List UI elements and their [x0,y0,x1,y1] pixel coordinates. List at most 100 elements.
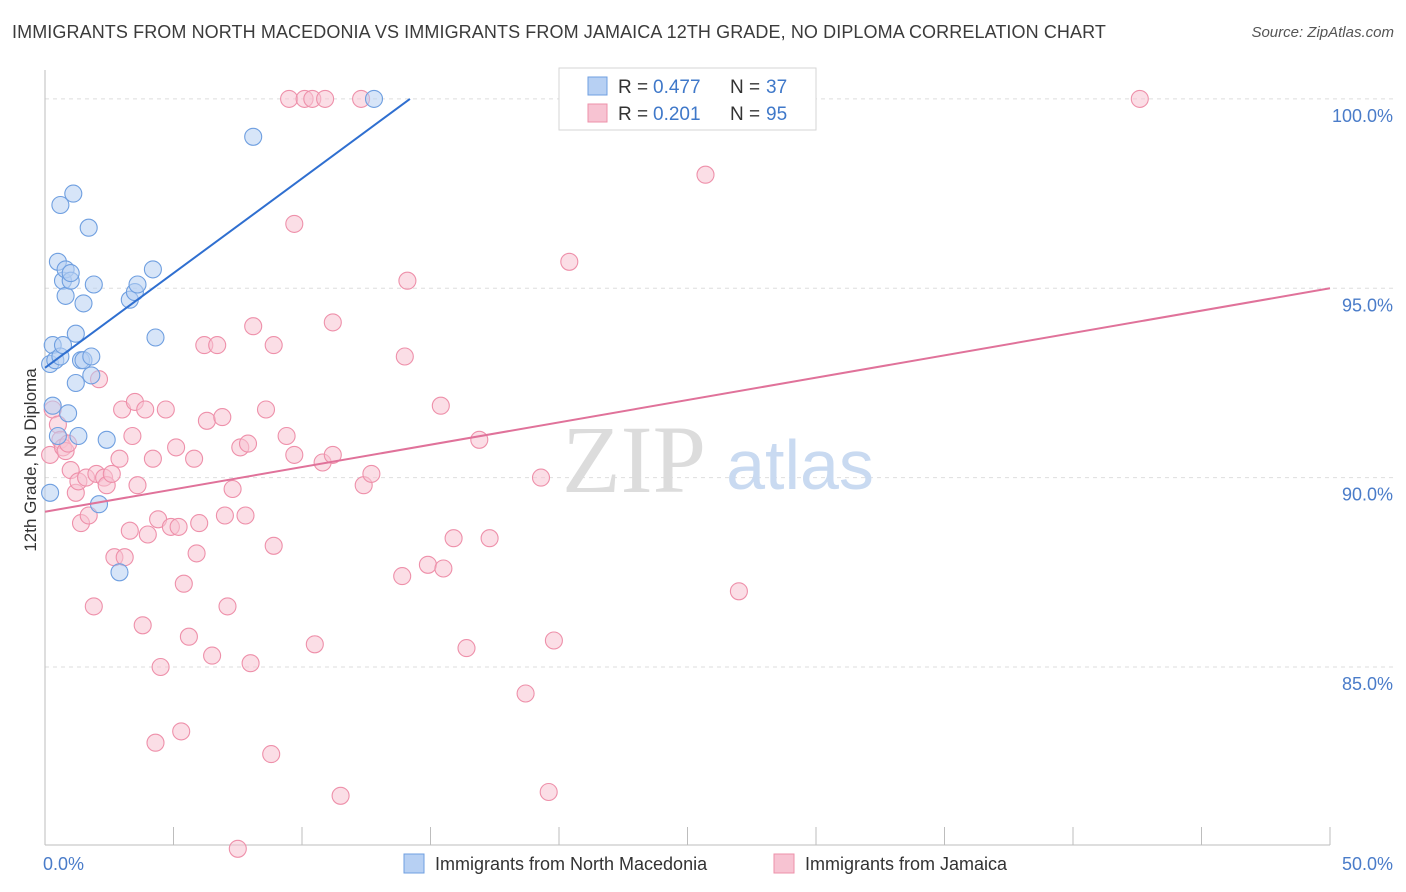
bottom-legend: Immigrants from North Macedonia Immigrant… [403,853,1008,874]
point-jamaica [228,839,247,858]
legend-r-value: 0.477 [653,77,701,98]
point-jamaica [256,400,276,419]
point-north-macedonia [79,218,98,237]
point-jamaica [146,733,165,752]
trend-lines [44,98,1331,513]
point-north-macedonia [82,366,101,385]
point-jamaica [185,449,204,468]
x-tick-label-min: 0.0% [43,854,84,874]
point-jamaica [539,782,558,802]
legend-swatch [587,76,608,96]
legend-swatch [587,103,608,123]
point-north-macedonia [66,324,85,343]
point-north-macedonia [64,184,83,203]
legend-r-value: 0.201 [653,104,701,125]
point-jamaica [431,396,450,415]
point-jamaica [123,426,142,446]
point-north-macedonia [110,563,129,582]
x-tick-label-max: 50.0% [1342,854,1393,874]
point-north-macedonia [43,396,62,415]
bottom-legend-label: Immigrants from Jamaica [805,854,1008,874]
legend-n-label: N = [730,77,760,98]
point-jamaica [218,597,237,616]
point-north-macedonia [364,89,384,108]
point-jamaica [531,468,551,487]
point-jamaica [457,639,476,658]
point-jamaica [285,214,304,233]
point-jamaica [241,654,260,673]
point-north-macedonia [97,430,116,449]
point-jamaica [213,408,232,427]
point-jamaica [133,616,152,635]
point-jamaica [136,400,155,419]
point-jamaica [151,657,170,677]
point-jamaica [187,544,206,563]
point-jamaica [169,517,188,536]
legend-n-value: 95 [766,104,787,125]
point-jamaica [280,89,299,108]
legend: R = 0.477 N = 37 R = 0.201 N = 95 [558,67,817,131]
point-jamaica [285,445,304,464]
point-jamaica [174,574,193,593]
point-jamaica [203,646,222,665]
point-jamaica [277,426,296,446]
point-jamaica [143,449,162,468]
legend-r-label: R = [618,104,648,125]
gridlines [45,98,1395,668]
point-north-macedonia [56,286,75,305]
watermark-atlas: atlas [726,426,874,504]
point-north-macedonia [143,260,162,279]
point-jamaica [395,347,414,366]
y-tick-labels: 100.0% 95.0% 90.0% 85.0% [1332,106,1393,694]
point-jamaica [115,548,134,567]
bottom-legend-label: Immigrants from North Macedonia [435,854,708,874]
point-north-macedonia [146,328,165,347]
point-jamaica [84,597,103,616]
point-jamaica [223,479,242,499]
point-jamaica [331,786,350,805]
point-jamaica [179,627,198,646]
point-jamaica [516,684,535,703]
x-tick-labels: 0.0% 50.0% [43,854,1393,874]
point-jamaica [305,635,324,654]
chart-title: IMMIGRANTS FROM NORTH MACEDONIA VS IMMIG… [12,22,1107,42]
point-jamaica [418,555,437,574]
point-jamaica [262,745,281,764]
point-north-macedonia [69,426,88,446]
point-jamaica [120,521,139,540]
data-points [41,89,1149,858]
trend-line-jamaica [44,287,1331,513]
point-north-macedonia [244,127,263,146]
point-jamaica [398,271,417,290]
legend-n-label: N = [730,104,760,125]
point-jamaica [190,514,209,533]
point-jamaica [434,559,453,578]
point-jamaica [696,165,715,184]
y-axis-title: 12th Grade, No Diploma [21,368,40,552]
point-jamaica [102,464,121,483]
point-jamaica [215,506,234,525]
point-jamaica [470,430,489,449]
point-north-macedonia [128,275,147,294]
point-jamaica [244,317,263,336]
point-jamaica [323,445,342,464]
point-north-macedonia [74,294,93,313]
point-jamaica [560,252,579,271]
point-jamaica [236,506,255,525]
watermark-zip: ZIP [562,406,706,513]
legend-n-value: 37 [766,77,787,98]
point-jamaica [316,89,335,108]
source-label: Source: ZipAtlas.com [1251,24,1394,41]
point-north-macedonia [61,264,80,283]
point-north-macedonia [59,404,78,423]
point-north-macedonia [82,347,101,366]
point-jamaica [128,476,147,495]
point-jamaica [393,567,412,586]
point-north-macedonia [84,275,103,294]
y-tick-label: 85.0% [1342,674,1393,694]
point-jamaica [323,313,342,332]
point-jamaica [544,631,563,650]
y-tick-label: 90.0% [1342,485,1393,505]
point-jamaica [729,582,748,601]
